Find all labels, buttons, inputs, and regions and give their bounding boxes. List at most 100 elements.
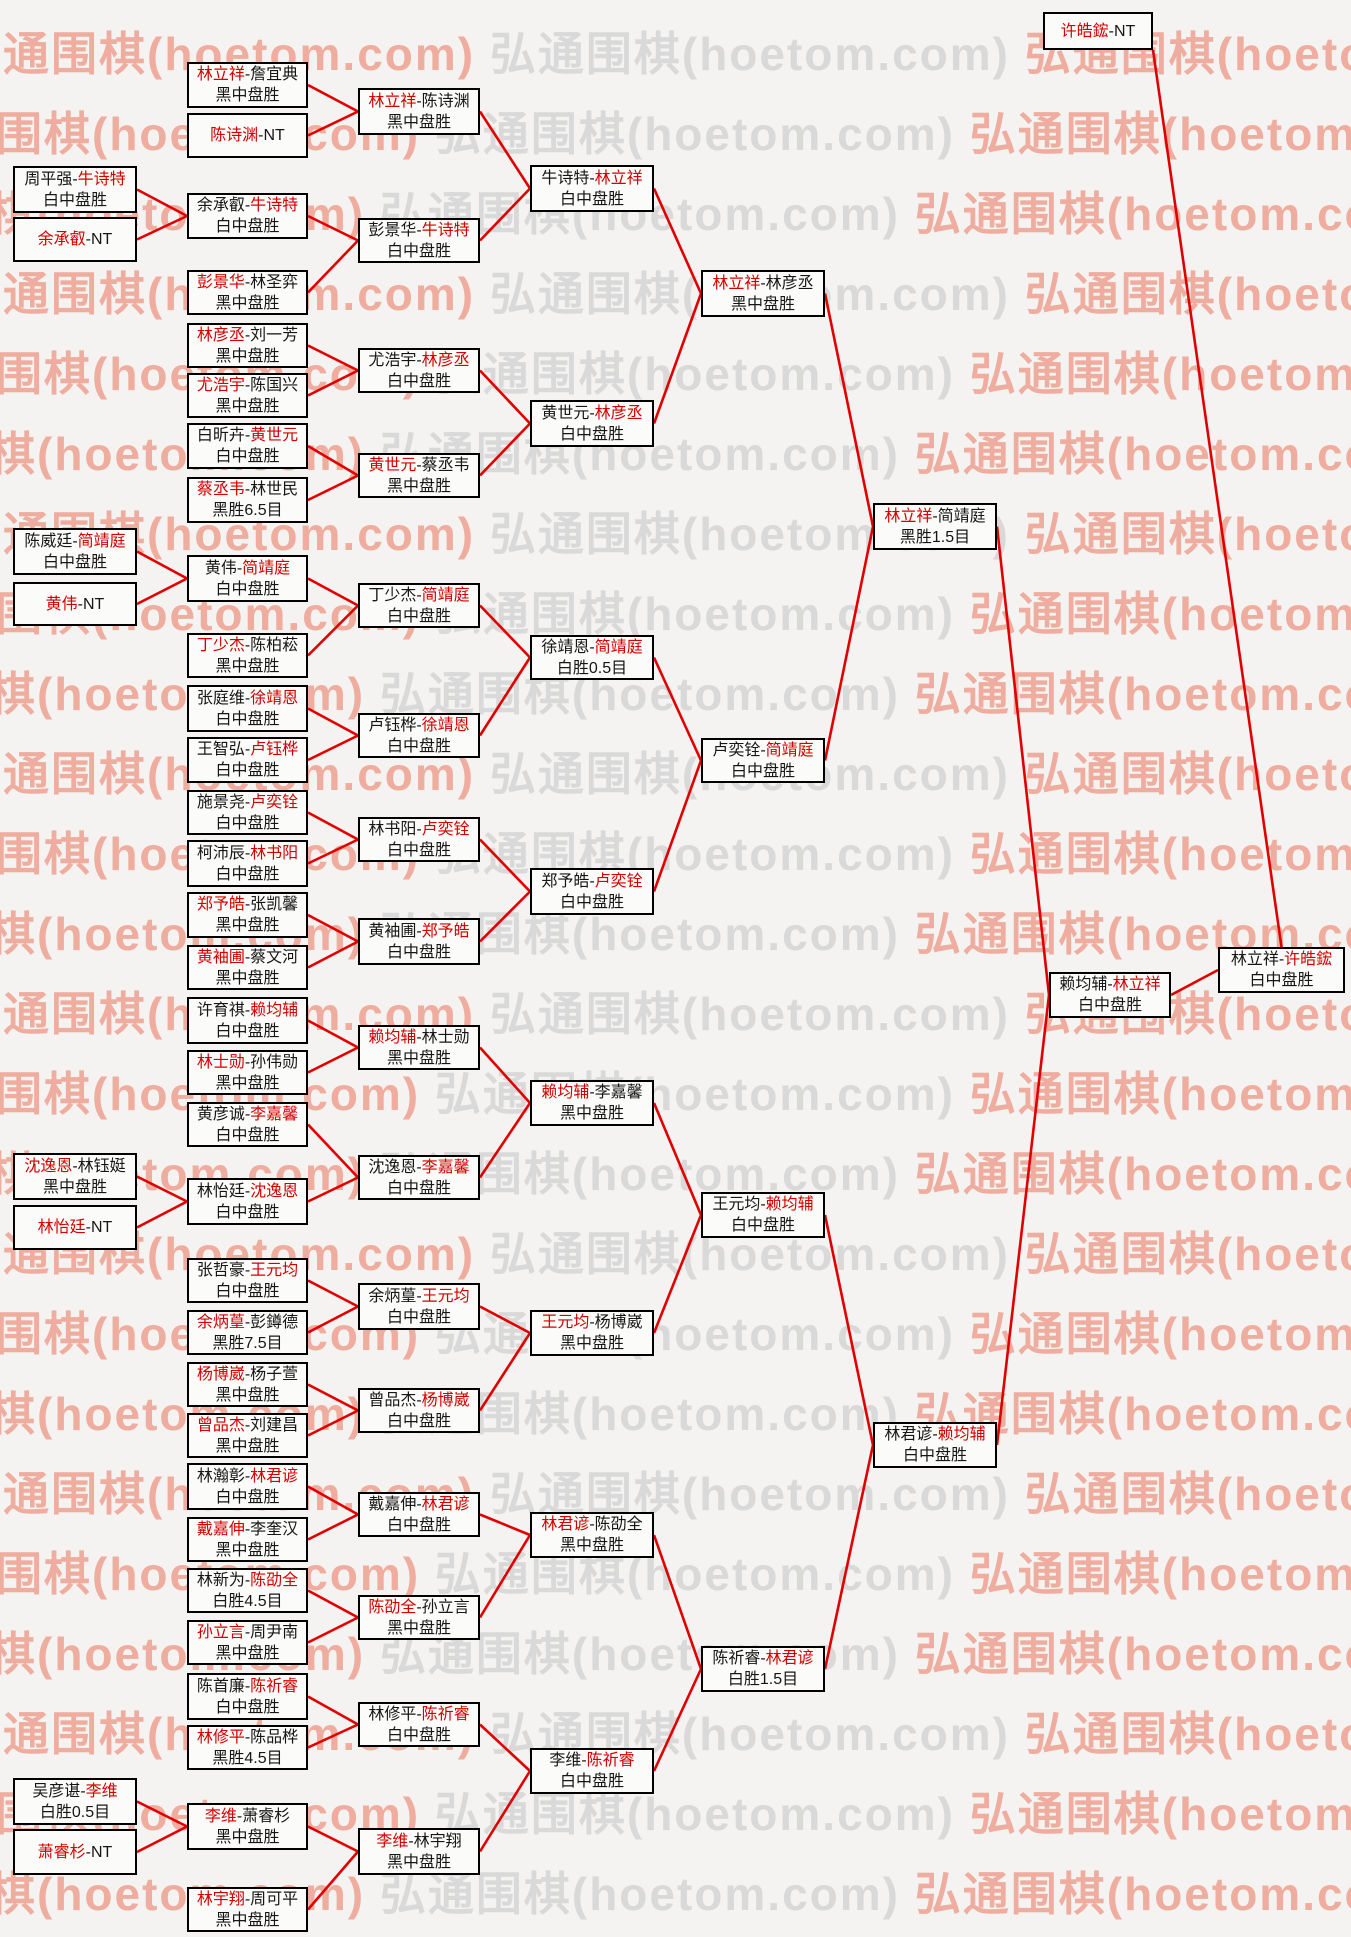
matchup-line: 林立祥-简靖庭 [884, 506, 985, 527]
matchup-line: 萧睿杉-NT [38, 1842, 113, 1863]
player-name: 陈品桦 [250, 1728, 299, 1746]
bye-label: NT [1114, 22, 1136, 40]
bracket-connector-line [307, 214, 359, 242]
matchup-line: 陈首廉-陈祈睿 [197, 1676, 298, 1697]
vs-dash: - [416, 456, 422, 474]
match-box-r5_linlx: 林立祥-简靖庭 黑胜1.5目 [873, 503, 997, 550]
result-label: 白中盘胜 [42, 191, 107, 209]
bracket-connector-line [307, 1850, 359, 1911]
result-label: 黑中盘胜 [215, 657, 280, 675]
match-box-r3_laijf: 赖均辅-李嘉馨 黑中盘胜 [530, 1080, 654, 1126]
vs-dash: - [244, 427, 251, 444]
bracket-connector-line [652, 1214, 703, 1334]
matchup-line: 卢钰桦-徐靖恩 [368, 715, 469, 736]
player-name: 彭鐏德 [250, 1313, 299, 1331]
bracket-connector-line [307, 707, 359, 737]
matchup-line: 丁少杰-陈柏菘 [197, 635, 298, 656]
match-box-r2_shenye: 沈逸恩-李嘉馨 白中盘胜 [358, 1155, 480, 1200]
result-label: 黑中盘胜 [386, 477, 451, 495]
bracket-connector-line [652, 656, 703, 762]
bracket-connector-line [307, 577, 359, 607]
player-name: 李维 [204, 1807, 237, 1825]
player-name: 徐靖恩 [250, 689, 299, 707]
player-name: 赖均辅 [1059, 976, 1108, 993]
bye-label: NT [91, 231, 113, 248]
bracket-connector-line [136, 1800, 188, 1828]
match-box-r1_linyt: 林怡廷-沈逸恩 白中盘胜 [187, 1178, 308, 1225]
vs-dash: - [244, 689, 251, 707]
match-box-r1_yubh: 余炳葟-彭鐏德 黑胜7.5目 [187, 1310, 308, 1355]
player-name: 李嘉馨 [421, 1158, 470, 1176]
bracket-connector-line [995, 526, 1051, 996]
vs-dash: - [1278, 951, 1285, 968]
vs-dash: - [244, 1728, 251, 1746]
vs-dash: - [236, 1807, 243, 1825]
player-name: 蔡丞韦 [196, 481, 245, 498]
bracket-connector-line [307, 811, 359, 841]
matchup-line: 李维-林宇翔 [376, 1831, 461, 1852]
player-name: 简靖庭 [77, 532, 126, 550]
result-label: 白中盘胜 [215, 1203, 280, 1221]
result-label: 白中盘胜 [902, 1447, 967, 1464]
player-name: 李嘉馨 [594, 1084, 643, 1101]
match-box-r1_pengjh: 彭景华-林圣弈 黑中盘胜 [187, 270, 308, 315]
vs-dash: - [589, 169, 595, 187]
match-box-r1_huangxp: 黄袖圃-蔡文河 黑中盘胜 [187, 945, 308, 990]
match-box-r3_linjy: 林君谚-陈劭全 黑中盘胜 [530, 1512, 654, 1558]
matchup-line: 吴彦谌-李维 [32, 1781, 117, 1802]
matchup-line: 徐靖恩-简靖庭 [541, 637, 642, 658]
result-label: 白中盘胜 [215, 1022, 280, 1040]
bracket-connector-line [478, 656, 532, 737]
player-name: 林立祥 [712, 274, 761, 292]
bracket-connector-line [136, 1200, 188, 1229]
match-box-r2_liwei: 李维-林宇翔 黑中盘胜 [358, 1828, 480, 1875]
bracket-connector-line [307, 913, 359, 943]
vs-dash: - [1108, 22, 1114, 40]
bracket-connector-line [307, 940, 359, 969]
result-label: 黑中盘胜 [386, 1853, 451, 1871]
player-name: 黄世元 [368, 456, 417, 474]
vs-dash: - [244, 326, 251, 344]
result-label: 白中盘胜 [215, 762, 280, 779]
vs-dash: - [589, 872, 595, 890]
match-box-r1_sunly: 孙立言-周尹南 黑中盘胜 [187, 1620, 308, 1665]
player-name: 陈诗渊 [210, 127, 259, 144]
player-name: 杨博崴 [196, 1365, 245, 1383]
bracket-connector-line [307, 110, 359, 137]
result-label: 黑胜4.5目 [212, 1749, 283, 1767]
player-name: 李维 [549, 1752, 582, 1769]
result-label: 白中盘胜 [386, 943, 451, 961]
player-name: 赖均辅 [937, 1426, 986, 1443]
result-label: 白中盘胜 [215, 218, 280, 235]
matchup-line: 林立祥-林彦丞 [712, 273, 813, 294]
player-name: 徐靖恩 [421, 716, 470, 734]
bracket-connector-line [479, 1513, 531, 1537]
matchup-line: 陈祈睿-林君谚 [712, 1648, 813, 1669]
player-name: 卢奕铨 [594, 872, 643, 890]
matchup-line: 沈逸恩-李嘉馨 [368, 1157, 469, 1178]
player-name: 陈祈睿 [712, 1650, 761, 1667]
matchup-line: 张哲豪-王元均 [197, 1260, 298, 1281]
player-name: 陈国兴 [250, 376, 299, 394]
result-label: 白中盘胜 [386, 372, 451, 390]
player-name: 简靖庭 [765, 741, 814, 759]
player-name: 卢钰桦 [368, 716, 417, 734]
bracket-connector-line [1170, 968, 1219, 997]
player-name: 黄伟 [45, 595, 78, 613]
bracket-connector-line [478, 1770, 532, 1853]
bracket-connector-line [307, 1305, 359, 1334]
player-name: 陈威廷 [24, 532, 73, 550]
match-box-r0_xiaors_nt: 萧睿杉-NT [13, 1829, 137, 1875]
result-label: 白胜4.5目 [212, 1592, 283, 1610]
vs-dash: - [244, 1261, 251, 1279]
player-name: 吴彦谌 [32, 1782, 81, 1800]
player-name: 詹宜典 [250, 66, 299, 83]
result-label: 黑中盘胜 [386, 1619, 451, 1637]
result-label: 白胜1.5目 [727, 1671, 799, 1688]
player-name: 牛诗特 [541, 169, 590, 187]
matchup-line: 黄世元-林彦丞 [541, 403, 642, 424]
bracket-connector-line [479, 369, 531, 425]
player-name: 林君谚 [421, 1495, 470, 1513]
result-label: 白中盘胜 [559, 893, 624, 911]
bracket-connector-line [1151, 49, 1283, 948]
